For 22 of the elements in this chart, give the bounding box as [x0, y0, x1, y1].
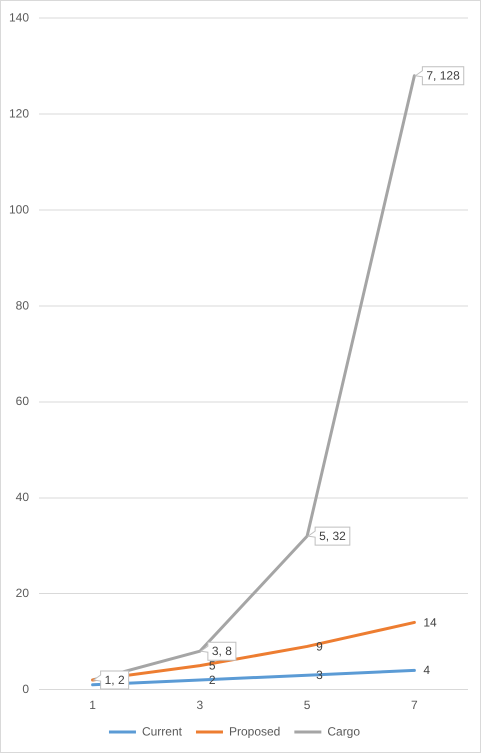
data-label: 3: [316, 668, 324, 682]
x-tick-label: 3: [196, 698, 204, 712]
data-label: 1, 2: [104, 672, 125, 687]
y-tick-label: 0: [22, 682, 30, 696]
x-tick-label: 5: [304, 698, 311, 712]
data-label: 4: [423, 663, 430, 678]
y-tick-label: 80: [16, 298, 30, 312]
y-tick-label: 140: [8, 10, 30, 25]
y-tick-label: 40: [16, 490, 30, 504]
legend-label: Proposed: [228, 724, 280, 738]
y-tick-label: 60: [16, 394, 30, 408]
data-label: 14: [423, 615, 438, 630]
x-tick-label: 7: [411, 698, 418, 712]
data-label: 3, 8: [212, 644, 232, 658]
y-tick-label: 20: [16, 586, 30, 600]
y-tick-label: 120: [8, 106, 30, 120]
legend-label: Cargo: [327, 724, 360, 738]
y-tick-label: 100: [8, 202, 30, 216]
legend-label: Current: [142, 724, 183, 738]
data-label: 5, 32: [319, 528, 346, 543]
data-label: 7, 128: [426, 68, 460, 83]
x-tick-label: 1: [89, 698, 96, 712]
